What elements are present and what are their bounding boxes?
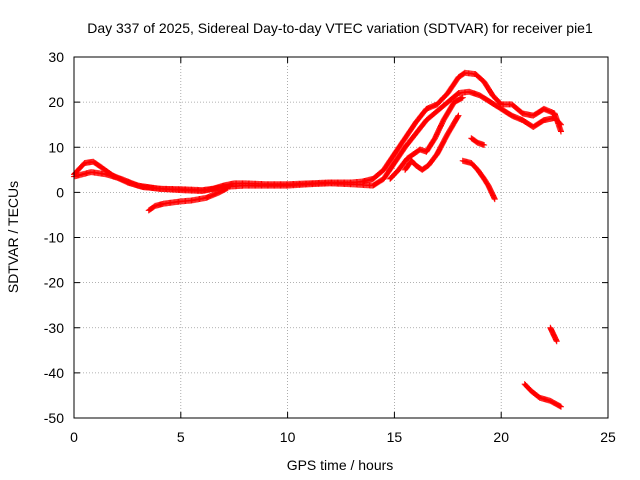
y-tick-label: 0 bbox=[56, 184, 64, 200]
data-points bbox=[71, 69, 565, 410]
axis-ticks: 0 5 10 15 20 25 -50 -40 -30 -20 -10 0 10 20 30 bbox=[44, 49, 616, 445]
y-axis-label: SDTVAR / TECUs bbox=[5, 181, 21, 293]
y-tick-label: -30 bbox=[44, 320, 64, 336]
x-tick-label: 0 bbox=[70, 429, 78, 445]
series-track-e bbox=[402, 112, 462, 173]
y-tick-label: 30 bbox=[48, 49, 64, 65]
grid-lines bbox=[74, 57, 608, 418]
data-point bbox=[558, 121, 565, 128]
y-tick-label: -20 bbox=[44, 275, 64, 291]
data-point bbox=[481, 141, 488, 148]
data-point bbox=[224, 184, 231, 191]
data-point bbox=[458, 95, 465, 102]
data-point bbox=[454, 113, 461, 120]
chart-title: Day 337 of 2025, Sidereal Day-to-day VTE… bbox=[87, 20, 593, 36]
x-tick-label: 5 bbox=[177, 429, 185, 445]
y-tick-label: 10 bbox=[48, 139, 64, 155]
y-tick-label: -10 bbox=[44, 230, 64, 246]
data-point bbox=[557, 403, 564, 410]
x-axis-label: GPS time / hours bbox=[287, 457, 394, 473]
series-segment-f bbox=[468, 135, 488, 148]
data-point bbox=[223, 185, 230, 192]
x-tick-label: 10 bbox=[280, 429, 296, 445]
data-point bbox=[558, 128, 565, 135]
x-tick-label: 20 bbox=[493, 429, 509, 445]
data-point bbox=[558, 403, 565, 410]
data-point bbox=[459, 94, 466, 101]
data-point bbox=[491, 196, 498, 203]
series-track-c bbox=[145, 184, 231, 214]
data-point bbox=[455, 112, 462, 119]
x-tick-label: 15 bbox=[387, 429, 403, 445]
data-point bbox=[557, 120, 564, 127]
series-track-a bbox=[71, 69, 565, 194]
series-segment-g bbox=[459, 157, 498, 203]
y-tick-label: -40 bbox=[44, 365, 64, 381]
series-track-b bbox=[71, 88, 565, 195]
data-point bbox=[553, 338, 560, 345]
y-tick-label: -50 bbox=[44, 410, 64, 426]
series-segment-h bbox=[547, 324, 560, 345]
x-tick-label: 25 bbox=[600, 429, 616, 445]
series-segment-i bbox=[521, 381, 565, 410]
series-track-d bbox=[387, 94, 466, 182]
y-tick-label: 20 bbox=[48, 94, 64, 110]
